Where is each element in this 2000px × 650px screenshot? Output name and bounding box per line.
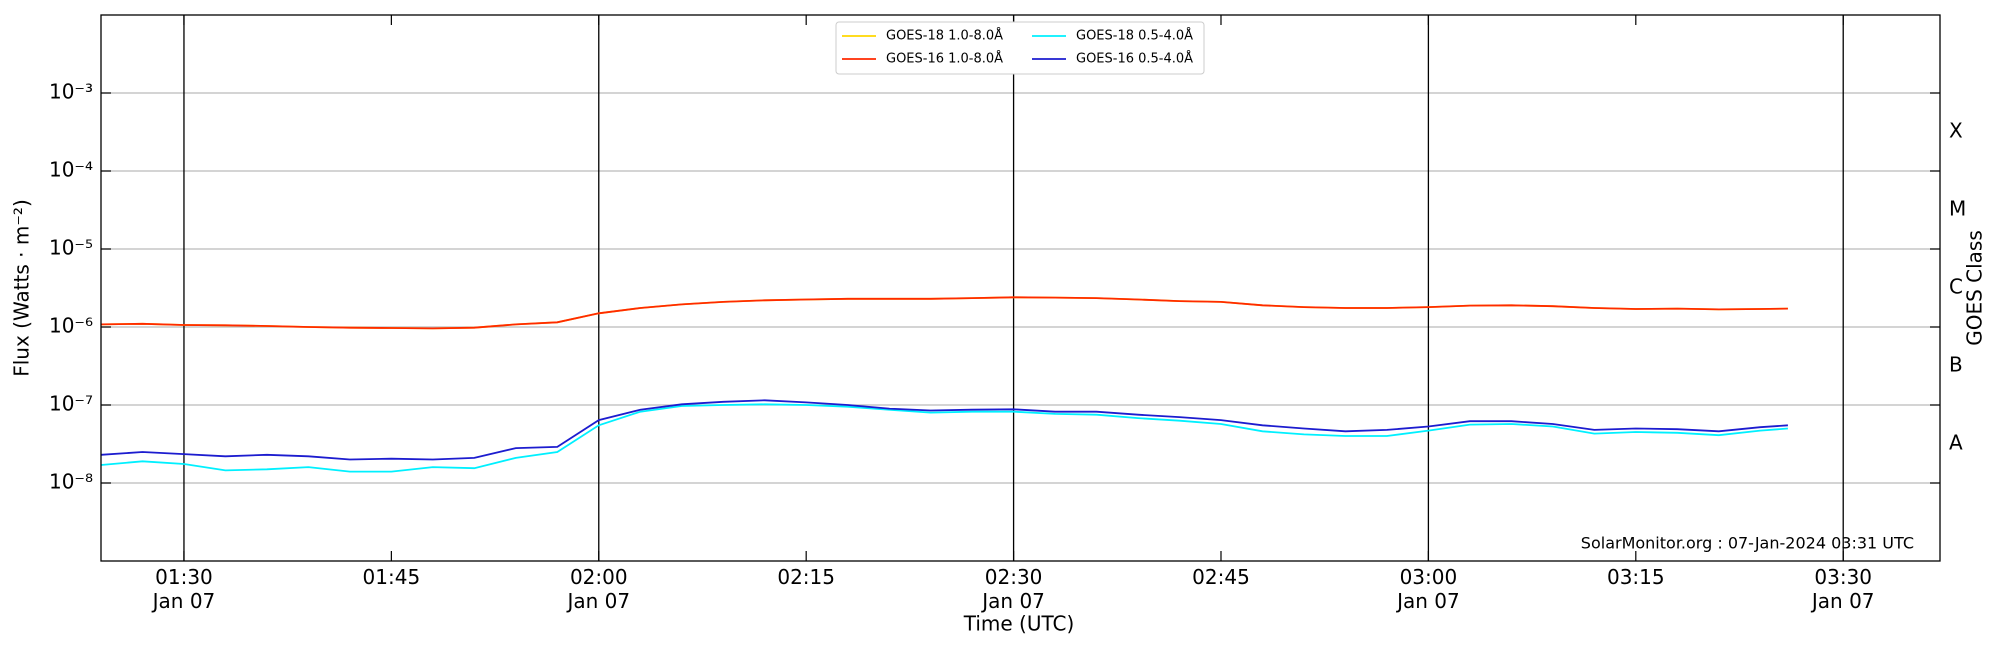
y-tick-label: 10⁻⁵ [49, 236, 93, 260]
footer-credit: SolarMonitor.org : 07-Jan-2024 03:31 UTC [1581, 534, 1914, 553]
legend-label: GOES-16 0.5-4.0Å [1076, 51, 1193, 67]
x-tick-label: 03:00 Jan 07 [1397, 565, 1460, 613]
class-label: M [1949, 197, 1966, 221]
y-axis-label: Flux (Watts · m⁻²) [10, 199, 34, 377]
x-tick-label: 01:30 Jan 07 [152, 565, 216, 613]
legend-label: GOES-18 0.5-4.0Å [1076, 28, 1193, 44]
x-tick-label: 02:00 Jan 07 [567, 565, 631, 613]
legend-label: GOES-16 1.0-8.0Å [886, 51, 1003, 67]
y-tick-label: 10⁻⁶ [49, 314, 93, 338]
class-label: B [1949, 353, 1963, 377]
legend-box [835, 21, 1205, 75]
x-tick-label: 02:30 Jan 07 [982, 565, 1045, 613]
class-label: X [1949, 119, 1963, 143]
x-axis-label: Time (UTC) [963, 612, 1075, 636]
y-tick-label: 10⁻⁸ [49, 470, 93, 494]
y-tick-label: 10⁻⁷ [49, 392, 93, 416]
x-tick-label: 02:45 [1192, 565, 1250, 589]
class-label: A [1949, 431, 1963, 455]
series-line [100, 296, 1788, 330]
x-tick-label: 01:45 [362, 565, 421, 589]
y2-axis-label: GOES Class [1963, 230, 1987, 346]
class-label: C [1949, 275, 1963, 299]
series-line [100, 296, 1788, 330]
y-tick-label: 10⁻⁴ [49, 158, 93, 182]
x-tick-label: 02:15 [777, 565, 835, 589]
x-tick-label: 03:15 [1606, 565, 1665, 589]
series-line [100, 403, 1788, 473]
legend-label: GOES-18 1.0-8.0Å [886, 28, 1003, 44]
y-tick-label: 10⁻³ [49, 80, 93, 104]
plot-frame [100, 14, 1941, 562]
x-tick-label: 03:30 Jan 07 [1811, 565, 1875, 613]
series-line [100, 399, 1788, 461]
